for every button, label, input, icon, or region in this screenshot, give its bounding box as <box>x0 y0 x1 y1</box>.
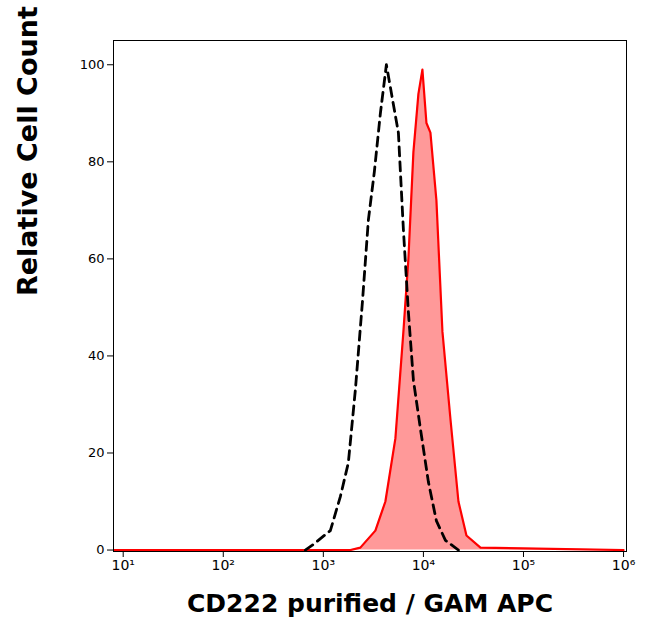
svg-text:10⁴: 10⁴ <box>412 557 436 573</box>
svg-text:10⁶: 10⁶ <box>612 557 636 573</box>
svg-text:20: 20 <box>88 445 105 460</box>
svg-text:Relative Cell Count: Relative Cell Count <box>12 6 43 296</box>
svg-text:40: 40 <box>88 348 105 363</box>
svg-text:10²: 10² <box>212 557 235 573</box>
svg-text:CD222 purified / GAM APC: CD222 purified / GAM APC <box>187 589 553 618</box>
svg-text:10¹: 10¹ <box>111 557 134 573</box>
svg-text:10⁵: 10⁵ <box>512 557 535 573</box>
svg-text:10³: 10³ <box>312 557 335 573</box>
svg-text:80: 80 <box>88 154 105 169</box>
svg-text:0: 0 <box>96 542 104 557</box>
svg-text:60: 60 <box>88 251 105 266</box>
svg-text:100: 100 <box>80 57 105 72</box>
